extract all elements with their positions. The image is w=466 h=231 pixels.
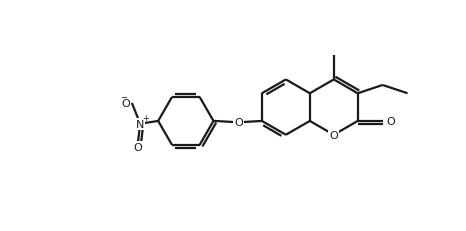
- Text: O: O: [387, 116, 395, 126]
- Text: O: O: [234, 118, 243, 128]
- Text: N: N: [136, 119, 144, 129]
- Text: O: O: [329, 130, 338, 140]
- Text: +: +: [142, 114, 149, 123]
- Text: −: −: [121, 93, 128, 102]
- Text: O: O: [121, 98, 130, 109]
- Text: O: O: [133, 143, 142, 152]
